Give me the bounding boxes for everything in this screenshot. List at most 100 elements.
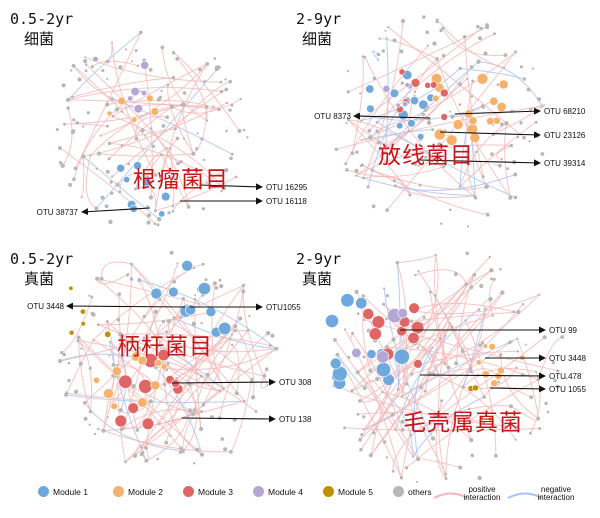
node-other	[55, 128, 59, 131]
node-module-1	[218, 321, 232, 336]
node-other	[148, 195, 154, 200]
positive-edge	[98, 312, 210, 326]
node-other	[498, 163, 502, 168]
positive-edge	[97, 324, 257, 412]
node-module-1	[197, 282, 211, 296]
positive-edge	[72, 77, 174, 98]
node-module-2	[103, 388, 114, 399]
positive-edge	[364, 380, 383, 393]
node-other	[179, 446, 183, 451]
node-other	[400, 81, 404, 85]
node-other	[382, 302, 386, 306]
node-module-2	[160, 363, 168, 370]
node-other	[437, 142, 442, 147]
negative-edge	[412, 396, 485, 457]
node-other	[377, 140, 381, 145]
node-other	[88, 410, 93, 414]
legend-others: others	[393, 486, 432, 498]
positive-edge	[496, 145, 512, 160]
node-other	[426, 44, 430, 47]
positive-edge	[134, 147, 171, 190]
node-other	[205, 61, 210, 66]
otu-arrow	[419, 372, 546, 380]
node-other	[214, 66, 219, 72]
node-other	[131, 60, 134, 63]
node-module-3	[411, 321, 425, 335]
node-other	[186, 169, 190, 174]
otu-label: OTU 38737	[37, 208, 79, 217]
negative-edge	[67, 32, 142, 101]
node-other	[107, 157, 111, 161]
node-other	[483, 51, 488, 56]
positive-edge	[123, 401, 152, 429]
node-other	[95, 167, 98, 170]
positive-edge	[158, 375, 202, 425]
node-other	[536, 97, 542, 102]
node-other	[536, 416, 541, 421]
node-other	[362, 355, 366, 359]
node-other	[191, 412, 195, 416]
node-other	[90, 295, 94, 299]
node-other	[83, 58, 88, 64]
node-other	[400, 428, 405, 432]
node-other	[266, 331, 271, 336]
node-module-3	[127, 402, 139, 414]
node-other	[246, 136, 249, 139]
positive-edge	[170, 148, 190, 208]
node-other	[423, 389, 427, 393]
node-other	[408, 193, 412, 197]
node-other	[73, 166, 78, 171]
node-module-2	[497, 366, 505, 375]
negative-edge	[413, 347, 433, 460]
node-other	[444, 472, 448, 476]
node-other	[485, 25, 490, 30]
node-module-3	[368, 327, 382, 341]
node-other	[450, 325, 454, 328]
node-other	[181, 296, 185, 301]
node-other	[150, 127, 153, 130]
node-other	[520, 120, 523, 124]
node-module-2	[146, 94, 154, 103]
node-other	[78, 361, 83, 366]
node-module-3	[398, 68, 406, 76]
positive-edge	[134, 330, 249, 457]
node-other	[222, 387, 225, 390]
panel-4-kingdom: 真菌	[302, 270, 333, 288]
interaction-lines	[433, 492, 543, 499]
node-other	[426, 120, 432, 126]
node-other	[160, 45, 165, 50]
node-other	[153, 309, 158, 314]
node-module-1	[181, 259, 193, 272]
positive-edge	[78, 337, 91, 412]
node-other	[362, 415, 366, 419]
otu-label: OTU 1055	[549, 385, 586, 394]
positive-edge	[348, 119, 445, 168]
node-other	[449, 208, 452, 212]
node-other	[538, 293, 541, 296]
node-module-1	[123, 176, 131, 184]
node-other	[484, 307, 487, 310]
node-other	[233, 329, 237, 333]
node-other	[500, 122, 504, 127]
positive-edge	[159, 298, 245, 402]
node-other	[72, 118, 76, 122]
node-other	[536, 378, 540, 382]
positive-edge	[387, 346, 539, 381]
node-other	[385, 294, 389, 298]
node-other	[470, 453, 475, 458]
panel-1-age: 0.5-2yr	[10, 10, 74, 28]
node-other	[410, 372, 414, 376]
node-module-2	[490, 379, 499, 388]
positive-edge	[370, 323, 451, 456]
node-other	[515, 366, 518, 369]
otu-label: OTU 308	[279, 378, 312, 387]
node-other	[176, 161, 180, 166]
node-other	[390, 412, 395, 417]
panel-1-kingdom: 细菌	[24, 30, 55, 48]
node-other	[425, 30, 430, 35]
node-other	[68, 182, 73, 187]
node-other	[490, 277, 493, 281]
node-other	[146, 220, 151, 225]
node-module-3	[407, 332, 420, 345]
node-other	[442, 165, 446, 169]
